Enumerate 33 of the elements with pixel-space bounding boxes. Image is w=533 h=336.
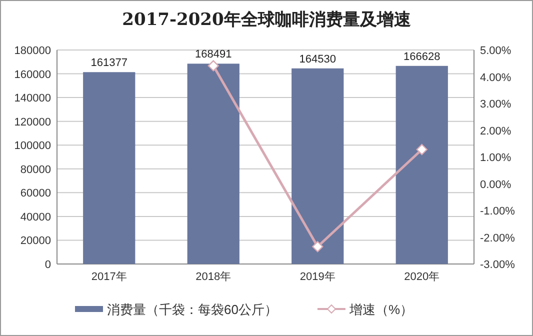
x-tick-label: 2018年	[196, 271, 232, 283]
legend-label: 消费量（千袋：每袋60公斤）	[107, 302, 278, 317]
x-tick-label: 2017年	[91, 271, 127, 283]
y2-tick-label: 2.00%	[480, 125, 512, 138]
point	[208, 60, 219, 72]
y-tick-label: 180000	[14, 45, 51, 57]
y2-tick-label: 3.00%	[480, 98, 512, 110]
y-tick-label: 160000	[14, 68, 51, 81]
point	[416, 144, 428, 156]
y-tick-label: 80000	[20, 164, 51, 176]
data-label: 168491	[195, 48, 232, 61]
y-tick-label: 120000	[14, 116, 51, 128]
y2-tick-label: -1.00%	[480, 206, 516, 218]
data-label: 164530	[299, 53, 336, 66]
y2-tick-label: -3.00%	[480, 259, 516, 271]
y-tick-label: 140000	[14, 92, 51, 105]
legend-label: 增速（%）	[348, 302, 414, 317]
y2-tick-label: -2.00%	[480, 232, 516, 244]
y-tick-label: 0	[44, 259, 51, 271]
x-tick-label: 2020年	[404, 271, 440, 283]
y2-tick-label: 5.00%	[480, 45, 512, 57]
y-tick-label: 100000	[14, 140, 51, 152]
y-tick-label: 60000	[20, 188, 51, 200]
y2-tick-label: 0.00%	[480, 178, 512, 191]
y2-tick-label: 4.00%	[480, 72, 512, 84]
chart-title: 2017-2020年全球咖啡消费量及增速	[122, 10, 411, 30]
data-label: 161377	[90, 57, 128, 70]
x-tick-label: 2019年	[300, 271, 336, 283]
point	[312, 241, 324, 252]
y2-tick-label: 1.00%	[480, 152, 512, 164]
y-tick-label: 20000	[20, 235, 51, 248]
y-tick-label: 40000	[20, 211, 51, 224]
data-label: 166628	[404, 50, 440, 63]
